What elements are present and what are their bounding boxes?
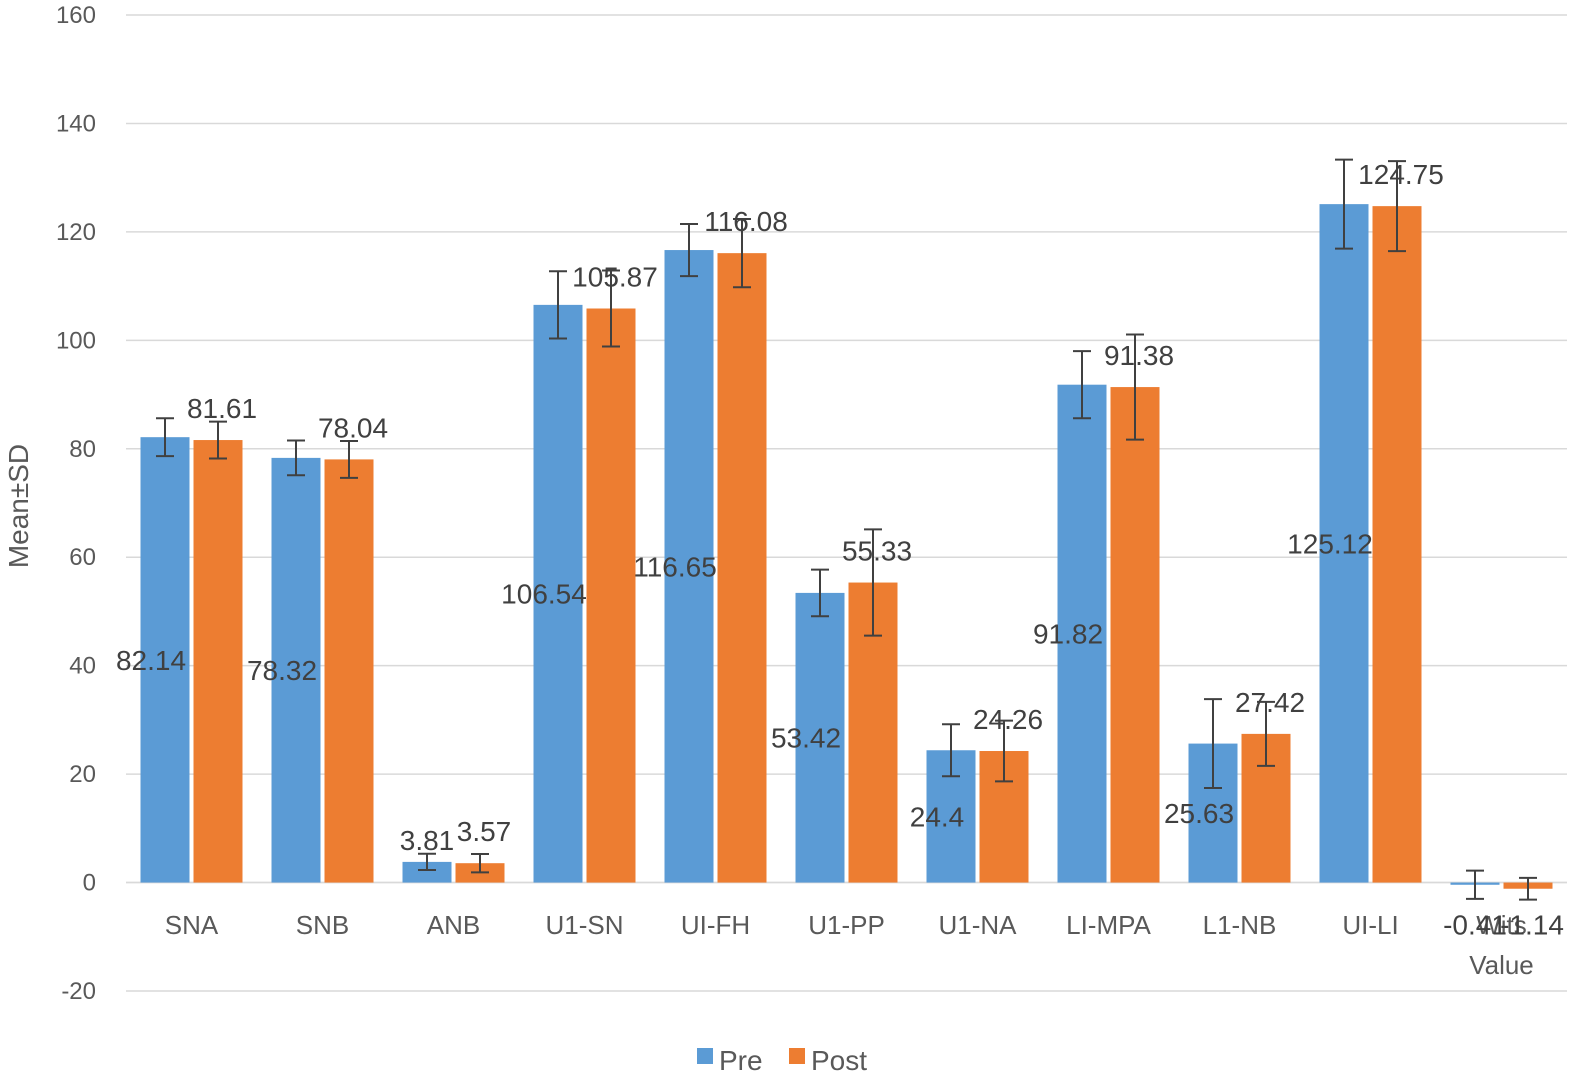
x-category-labels: SNA SNB ANB U1-SN UI-FH U1-PP U1-NA LI-MPA L1-NB… <box>165 910 1534 980</box>
data-labels: 82.14 81.61 78.32 78.04 3.81 3.57 106.54 105.87… <box>116 159 1564 940</box>
bar-post <box>717 253 767 883</box>
x-category-label: U1-SN <box>545 910 623 940</box>
y-tick-label: -20 <box>61 978 96 1005</box>
error-bar <box>287 439 305 477</box>
bar-pre <box>1057 384 1107 883</box>
bar-post <box>324 459 374 883</box>
legend-swatch-post <box>789 1048 805 1064</box>
bar-pre <box>664 250 714 883</box>
x-category-label: ANB <box>427 910 480 940</box>
y-tick-labels: -20 0 20 40 60 80 100 120 140 160 <box>56 2 96 1005</box>
bar-post <box>1110 387 1160 883</box>
y-tick-label: 120 <box>56 219 96 246</box>
data-label-post: 81.61 <box>187 393 257 424</box>
data-label-pre: 78.32 <box>247 655 317 686</box>
error-bar <box>602 269 620 348</box>
y-tick-label: 20 <box>69 761 96 788</box>
x-category-label: Wits <box>1476 910 1527 940</box>
error-bars <box>156 158 1537 901</box>
data-label-pre: 82.14 <box>116 645 186 676</box>
error-bar <box>471 852 489 874</box>
error-bar <box>995 719 1013 783</box>
legend-label-post: Post <box>811 1045 867 1076</box>
error-bar <box>1466 869 1484 900</box>
legend: Pre Post <box>697 1045 867 1076</box>
bar-pre <box>795 592 845 883</box>
x-category-label: U1-NA <box>938 910 1017 940</box>
bar-pre <box>271 457 321 883</box>
data-label-post: 116.08 <box>704 206 788 237</box>
error-bar <box>942 723 960 778</box>
y-tick-label: 100 <box>56 327 96 354</box>
error-bar <box>418 852 436 872</box>
data-label-post: 55.33 <box>842 536 912 567</box>
data-label-pre: 53.42 <box>771 723 841 754</box>
y-tick-label: 160 <box>56 2 96 29</box>
error-bar <box>340 439 358 479</box>
data-label-pre: 106.54 <box>501 579 587 610</box>
x-category-label: SNA <box>165 910 219 940</box>
error-bar <box>811 568 829 618</box>
bar-pre <box>402 861 452 883</box>
error-bar <box>1335 158 1353 250</box>
error-bar <box>156 417 174 458</box>
bar-post <box>193 440 243 883</box>
x-category-label: L1-NB <box>1203 910 1277 940</box>
bar-post <box>1372 206 1422 883</box>
y-tick-label: 80 <box>69 436 96 463</box>
x-category-label: UI-FH <box>681 910 750 940</box>
data-label-post: 24.26 <box>973 704 1043 735</box>
error-bar <box>1257 700 1275 767</box>
x-category-label: SNB <box>296 910 349 940</box>
error-bar <box>1519 876 1537 901</box>
error-bar <box>1204 698 1222 790</box>
y-axis-title: Mean±SD <box>3 444 34 568</box>
error-bar <box>209 420 227 460</box>
data-label-post: 124.75 <box>1358 159 1444 190</box>
data-label-post: -1.14 <box>1500 910 1564 941</box>
y-tick-label: 40 <box>69 653 96 680</box>
bar-pre <box>1319 204 1369 883</box>
error-bar <box>864 528 882 637</box>
data-label-post: 3.57 <box>457 816 512 847</box>
data-label-pre: 3.81 <box>400 825 455 856</box>
data-label-pre: 24.4 <box>910 801 965 832</box>
legend-label-pre: Pre <box>719 1045 763 1076</box>
data-label-post: 105.87 <box>572 262 658 293</box>
data-label-pre: 91.82 <box>1033 619 1103 650</box>
bar-post <box>586 308 636 883</box>
bars <box>140 204 1553 889</box>
x-category-label: LI-MPA <box>1066 910 1151 940</box>
x-category-label: UI-LI <box>1342 910 1398 940</box>
data-label-post: 78.04 <box>318 412 388 443</box>
legend-swatch-pre <box>697 1048 713 1064</box>
y-tick-label: 140 <box>56 110 96 137</box>
bar-pre <box>533 304 583 883</box>
error-bar <box>1073 350 1091 420</box>
data-label-pre: 116.65 <box>633 551 717 582</box>
bar-pre <box>140 437 190 883</box>
data-label-post: 91.38 <box>1104 340 1174 371</box>
error-bar <box>549 270 567 340</box>
y-tick-label: 0 <box>83 870 96 897</box>
data-label-post: 27.42 <box>1235 687 1305 718</box>
data-label-pre: -0.41 <box>1443 910 1507 941</box>
data-label-pre: 125.12 <box>1287 528 1373 559</box>
x-category-label: Value <box>1469 950 1534 980</box>
error-bar <box>1126 333 1144 441</box>
error-bar <box>733 217 751 289</box>
error-bar <box>1388 160 1406 253</box>
error-bar <box>680 223 698 278</box>
data-label-pre: 25.63 <box>1164 798 1234 829</box>
y-tick-label: 60 <box>69 544 96 571</box>
x-category-label: U1-PP <box>808 910 885 940</box>
